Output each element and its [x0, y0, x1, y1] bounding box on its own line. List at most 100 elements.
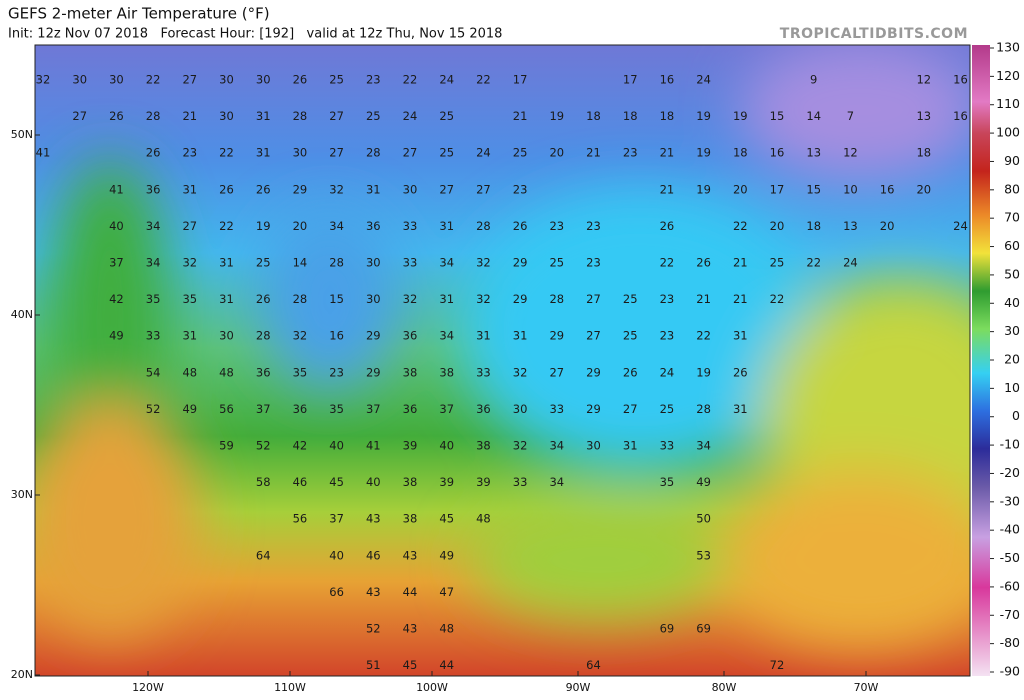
temp-value: 29 — [366, 329, 381, 343]
temp-value: 25 — [439, 146, 454, 160]
temp-value: 36 — [403, 402, 418, 416]
temp-value: 24 — [953, 219, 968, 233]
temp-value: 12 — [916, 73, 931, 87]
lat-label: 30N — [11, 488, 33, 501]
temp-value: 36 — [256, 365, 271, 379]
temp-value: 38 — [403, 365, 418, 379]
station-values: 32 30 30 22 27 30 30 26 25 23 22 24 22 17 17 16 24 9 12 16 2… — [36, 73, 968, 673]
temp-value: 23 — [513, 182, 528, 196]
temp-value: 38 — [439, 365, 454, 379]
temp-value: 31 — [219, 292, 234, 306]
temp-value: 20 — [770, 219, 785, 233]
lon-label: 120W — [132, 681, 164, 694]
temp-value: 43 — [403, 622, 418, 636]
temp-value: 52 — [366, 622, 381, 636]
temp-value: 32 — [476, 292, 491, 306]
temp-value: 23 — [586, 219, 601, 233]
temp-value: 15 — [806, 182, 821, 196]
temp-value: 45 — [403, 658, 418, 672]
temp-value: 39 — [439, 475, 454, 489]
temp-value: 29 — [513, 256, 528, 270]
temperature-field — [35, 45, 970, 676]
temp-value: 13 — [806, 146, 821, 160]
site-credit: TROPICALTIDBITS.COM — [780, 26, 968, 42]
temp-value: 26 — [146, 146, 161, 160]
temp-value: 30 — [366, 256, 381, 270]
temp-value: 26 — [513, 219, 528, 233]
temp-value: 30 — [366, 292, 381, 306]
temp-value: 18 — [806, 219, 821, 233]
temp-value: 38 — [476, 439, 491, 453]
temp-value: 19 — [733, 109, 748, 123]
colorbar-label: -50 — [1000, 550, 1020, 565]
colorbar-label: 40 — [1004, 295, 1020, 310]
temp-value: 48 — [476, 512, 491, 526]
temp-value: 25 — [366, 109, 381, 123]
temp-value: 69 — [660, 622, 675, 636]
temp-value: 51 — [366, 658, 381, 672]
temp-value: 31 — [182, 329, 197, 343]
temp-value: 24 — [696, 73, 711, 87]
temp-value: 21 — [733, 256, 748, 270]
colorbar-label: -70 — [1000, 607, 1020, 622]
colorbar-label: 20 — [1004, 352, 1020, 367]
temp-value: 43 — [366, 512, 381, 526]
temp-value: 27 — [623, 402, 638, 416]
temp-value: 22 — [219, 146, 234, 160]
temp-value: 34 — [146, 219, 161, 233]
temp-value: 29 — [549, 329, 564, 343]
temp-value: 30 — [219, 73, 234, 87]
temp-value: 20 — [916, 182, 931, 196]
lon-label: 80W — [712, 681, 737, 694]
colorbar-label: 50 — [1004, 266, 1020, 281]
temp-value: 27 — [182, 219, 197, 233]
temp-value: 48 — [439, 622, 454, 636]
temp-value: 27 — [329, 109, 344, 123]
temp-value: 28 — [476, 219, 491, 233]
temp-value: 41 — [109, 182, 124, 196]
temp-value: 27 — [72, 109, 87, 123]
lat-label: 20N — [11, 668, 33, 681]
temp-value: 64 — [586, 658, 601, 672]
temp-value: 66 — [329, 585, 344, 599]
colorbar-label: -30 — [1000, 493, 1020, 508]
colorbar-label: 130 — [996, 40, 1020, 55]
temp-value: 49 — [439, 548, 454, 562]
temp-value: 32 — [182, 256, 197, 270]
temp-value: 31 — [733, 329, 748, 343]
colorbar-label: 120 — [996, 68, 1020, 83]
temp-value: 43 — [403, 548, 418, 562]
temp-value: 49 — [182, 402, 197, 416]
temp-value: 23 — [182, 146, 197, 160]
temp-value: 24 — [476, 146, 491, 160]
colorbar-label: -10 — [1000, 437, 1020, 452]
colorbar-label: 80 — [1004, 181, 1020, 196]
init-line: Init: 12z Nov 07 2018 Forecast Hour: [19… — [8, 27, 502, 42]
temp-value: 26 — [733, 365, 748, 379]
temp-value: 36 — [146, 182, 161, 196]
temp-value: 16 — [953, 73, 968, 87]
temp-value: 19 — [696, 182, 711, 196]
temp-value: 31 — [623, 439, 638, 453]
temp-value: 22 — [476, 73, 491, 87]
temp-value: 25 — [256, 256, 271, 270]
temp-value: 31 — [366, 182, 381, 196]
temp-value: 27 — [586, 329, 601, 343]
temp-value: 39 — [403, 439, 418, 453]
temp-value: 28 — [293, 292, 308, 306]
temp-value: 30 — [109, 73, 124, 87]
temp-value: 35 — [182, 292, 197, 306]
temp-value: 36 — [476, 402, 491, 416]
temp-value: 15 — [329, 292, 344, 306]
temp-value: 34 — [329, 219, 344, 233]
temp-value: 42 — [293, 439, 308, 453]
temp-value: 27 — [439, 182, 454, 196]
colorbar-label: -60 — [1000, 578, 1020, 593]
temp-value: 30 — [72, 73, 87, 87]
temp-value: 40 — [329, 439, 344, 453]
temp-value: 23 — [549, 219, 564, 233]
colorbar-label: 60 — [1004, 238, 1020, 253]
temp-value: 16 — [770, 146, 785, 160]
temp-value: 58 — [256, 475, 271, 489]
temp-value: 25 — [549, 256, 564, 270]
